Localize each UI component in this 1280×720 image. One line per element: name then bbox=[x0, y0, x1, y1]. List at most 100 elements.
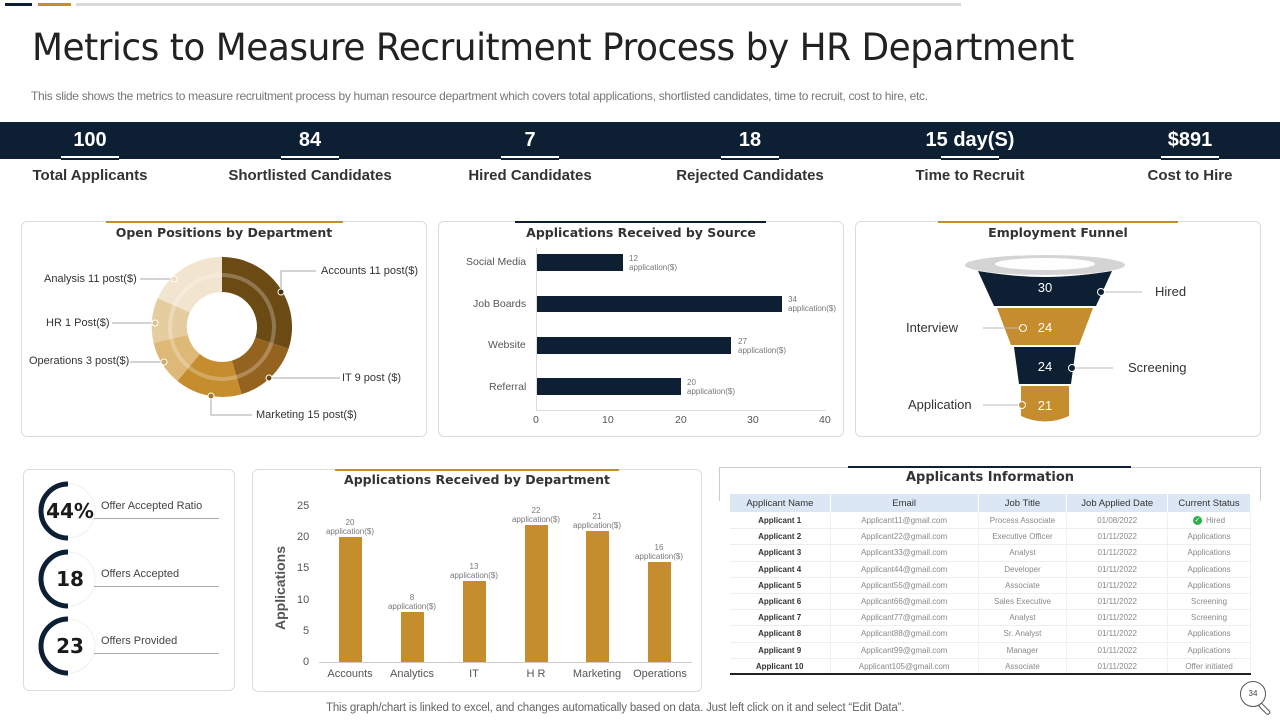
stat-rejected: 18 Rejected Candidates bbox=[660, 122, 840, 184]
funnel-stage-screening bbox=[1014, 347, 1076, 384]
column-header[interactable]: Email bbox=[829, 493, 979, 513]
source-bar[interactable] bbox=[537, 378, 681, 395]
funnel-stage-hired bbox=[978, 271, 1112, 306]
source-bar[interactable] bbox=[537, 296, 782, 312]
stat-label: Rejected Candidates bbox=[676, 167, 824, 184]
offers-accepted: 18 Offers Accepted bbox=[38, 549, 220, 609]
applicant-name: Applicant 5 bbox=[729, 577, 831, 594]
y-tick: 15 bbox=[297, 562, 310, 574]
progress-ring-icon bbox=[38, 549, 96, 609]
x-tick: 0 bbox=[533, 414, 539, 426]
column-header[interactable]: Job Title bbox=[977, 493, 1068, 513]
table-row[interactable]: Applicant 6 Applicant66@gmail.com Sales … bbox=[729, 593, 1251, 611]
page-number: 34 bbox=[1248, 689, 1258, 698]
page-subtitle: This slide shows the metrics to measure … bbox=[31, 89, 928, 103]
source-label: Referral bbox=[489, 381, 527, 393]
donut-label-analysis: Analysis 11 post($) bbox=[44, 273, 137, 285]
donut-label-operations: Operations 3 post($) bbox=[29, 355, 130, 367]
applicant-status: ✓ Hired bbox=[1167, 512, 1251, 530]
stat-time-to-recruit: 15 day(S) Time to Recruit bbox=[880, 122, 1060, 184]
donut-slice-it bbox=[231, 337, 289, 395]
applicant-status: Offer initiated bbox=[1167, 658, 1251, 675]
applicant-name: Applicant 3 bbox=[729, 544, 831, 562]
stat-underline bbox=[61, 156, 119, 160]
department-bar[interactable] bbox=[525, 525, 548, 662]
y-tick: 5 bbox=[303, 625, 310, 637]
table-row[interactable]: Applicant 1 Applicant11@gmail.com Proces… bbox=[729, 512, 1251, 530]
applicant-status: Screening bbox=[1167, 609, 1251, 627]
source-bar[interactable] bbox=[537, 337, 731, 354]
table-row[interactable]: Applicant 7 Applicant77@gmail.com Analys… bbox=[729, 609, 1251, 627]
x-category: Accounts bbox=[327, 668, 373, 680]
y-tick: 0 bbox=[303, 656, 310, 668]
applicant-name: Applicant 9 bbox=[729, 642, 831, 659]
table-row[interactable]: Applicant 8 Applicant88@gmail.com Sr. An… bbox=[729, 625, 1251, 643]
donut-slice-hr bbox=[151, 298, 190, 343]
offer-value: 44% bbox=[46, 499, 94, 523]
department-bar[interactable] bbox=[463, 581, 486, 662]
department-data-label: 8 application($) bbox=[387, 593, 437, 611]
offer-accepted-ratio: 44% Offer Accepted Ratio bbox=[38, 481, 220, 541]
applicant-name: Applicant 6 bbox=[729, 593, 831, 611]
progress-ring-icon bbox=[38, 481, 96, 541]
x-tick: 30 bbox=[747, 414, 759, 426]
top-bar-gold bbox=[38, 3, 71, 6]
table-row[interactable]: Applicant 9 Applicant99@gmail.com Manage… bbox=[729, 642, 1251, 659]
table-row[interactable]: Applicant 10 Applicant105@gmail.com Asso… bbox=[729, 658, 1251, 675]
column-header[interactable]: Current Status bbox=[1167, 493, 1251, 513]
stat-value: $891 bbox=[1167, 129, 1213, 151]
applicant-job-title: Sr. Analyst bbox=[978, 625, 1068, 643]
applicant-date: 01/11/2022 bbox=[1066, 561, 1169, 578]
stat-value: 7 bbox=[524, 129, 536, 151]
funnel-label-hired: Hired bbox=[1155, 284, 1187, 299]
table-row[interactable]: Applicant 5 Applicant55@gmail.com Associ… bbox=[729, 577, 1251, 594]
stat-label: Cost to Hire bbox=[1147, 167, 1233, 184]
offer-label: Offers Provided bbox=[101, 635, 178, 647]
department-bar[interactable] bbox=[401, 612, 424, 662]
applicant-job-title: Sales Executive bbox=[978, 593, 1068, 611]
applicant-status: Screening bbox=[1167, 593, 1251, 611]
stats-bar bbox=[0, 122, 1280, 159]
y-axis-title: Applications bbox=[272, 545, 288, 630]
stat-label: Time to Recruit bbox=[915, 167, 1025, 184]
applicant-job-title: Process Associate bbox=[978, 512, 1068, 530]
open-positions-donut[interactable] bbox=[0, 0, 440, 440]
source-data-label: 27 application($) bbox=[738, 337, 787, 355]
offer-divider bbox=[94, 653, 219, 654]
card-accent-bar bbox=[515, 221, 766, 223]
source-bar[interactable] bbox=[537, 254, 623, 271]
card-accent-bar bbox=[938, 221, 1178, 223]
department-bar[interactable] bbox=[586, 531, 609, 662]
department-bar[interactable] bbox=[339, 537, 362, 662]
funnel-leaders bbox=[983, 288, 1142, 409]
stat-underline bbox=[721, 156, 779, 160]
x-axis-line bbox=[319, 662, 692, 663]
stat-underline bbox=[501, 156, 559, 160]
x-tick: 10 bbox=[602, 414, 614, 426]
applicant-date: 01/11/2022 bbox=[1066, 658, 1169, 675]
applicant-status: Applications bbox=[1167, 625, 1251, 643]
employment-funnel[interactable] bbox=[955, 250, 1135, 430]
table-row[interactable]: Applicant 3 Applicant33@gmail.com Analys… bbox=[729, 544, 1251, 562]
stat-underline bbox=[941, 156, 999, 160]
donut-label-it: IT 9 post ($) bbox=[342, 372, 402, 384]
funnel-value: 24 bbox=[1037, 359, 1053, 374]
applicant-date: 01/11/2022 bbox=[1066, 625, 1169, 643]
offer-divider bbox=[94, 518, 219, 519]
column-header[interactable]: Job Applied Date bbox=[1066, 493, 1169, 513]
stat-value: 84 bbox=[298, 129, 322, 151]
applicants-title: Applicants Information bbox=[905, 470, 1075, 485]
offer-value: 23 bbox=[56, 634, 84, 658]
footer-note: This graph/chart is linked to excel, and… bbox=[326, 702, 905, 714]
funnel-label-interview: Interview bbox=[906, 320, 959, 335]
by-source-card[interactable]: Applications Received by Source bbox=[438, 221, 844, 437]
applicant-status: Applications bbox=[1167, 642, 1251, 659]
open-positions-card[interactable]: Open Positions by Department bbox=[21, 221, 427, 437]
stat-underline bbox=[281, 156, 339, 160]
funnel-stage-interview bbox=[997, 308, 1093, 345]
department-bar[interactable] bbox=[648, 562, 671, 662]
applicant-name: Applicant 4 bbox=[729, 561, 831, 578]
column-header[interactable]: Applicant Name bbox=[729, 493, 831, 513]
table-row[interactable]: Applicant 2 Applicant22@gmail.com Execut… bbox=[729, 528, 1251, 546]
table-row[interactable]: Applicant 4 Applicant44@gmail.com Develo… bbox=[729, 561, 1251, 578]
